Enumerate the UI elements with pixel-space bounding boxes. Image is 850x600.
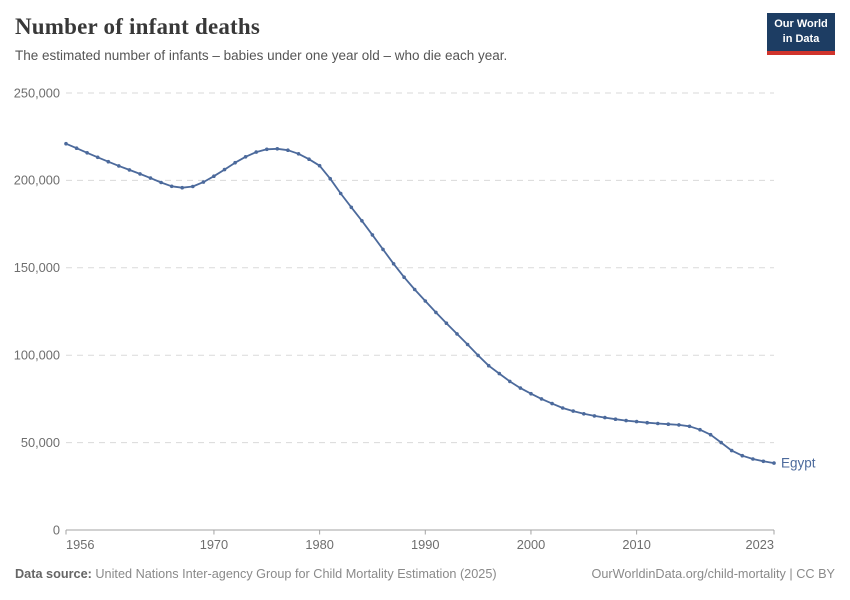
data-point[interactable] bbox=[412, 287, 417, 292]
x-tick-label: 2000 bbox=[517, 537, 545, 552]
data-point[interactable] bbox=[708, 432, 713, 437]
data-point[interactable] bbox=[582, 412, 586, 416]
data-point[interactable] bbox=[169, 184, 174, 189]
data-point[interactable] bbox=[476, 353, 480, 358]
data-point[interactable] bbox=[603, 415, 607, 420]
x-tick-label: 2010 bbox=[622, 537, 650, 552]
data-point[interactable] bbox=[677, 423, 681, 427]
data-point[interactable] bbox=[529, 391, 533, 396]
line-chart: 0 50,000 100,000 150,000 200,000 250,000 1956 1… bbox=[14, 85, 816, 552]
data-point[interactable] bbox=[117, 164, 121, 168]
data-point[interactable] bbox=[518, 386, 523, 390]
x-tick-label: 1980 bbox=[305, 537, 333, 552]
data-point[interactable] bbox=[634, 419, 639, 424]
data-point[interactable] bbox=[64, 141, 68, 146]
data-point[interactable] bbox=[560, 406, 565, 410]
owid-logo-line1: Our World bbox=[774, 18, 828, 30]
data-source-label: Data source: bbox=[15, 567, 92, 581]
data-point[interactable] bbox=[243, 155, 248, 159]
y-tick-label: 150,000 bbox=[14, 260, 60, 275]
x-tick-label: 1970 bbox=[200, 537, 228, 552]
data-point[interactable] bbox=[508, 379, 512, 384]
data-point[interactable] bbox=[444, 321, 449, 326]
y-tick-label: 50,000 bbox=[21, 435, 60, 450]
chart-footer: Data source: United Nations Inter-agency… bbox=[15, 567, 835, 581]
data-point[interactable] bbox=[127, 168, 132, 172]
data-source-text: United Nations Inter-agency Group for Ch… bbox=[95, 567, 497, 581]
data-point[interactable] bbox=[307, 157, 311, 161]
data-point[interactable] bbox=[138, 172, 142, 176]
data-point[interactable] bbox=[106, 159, 111, 164]
data-point[interactable] bbox=[402, 275, 406, 280]
data-point[interactable] bbox=[180, 185, 184, 190]
chart-header: Number of infant deaths The estimated nu… bbox=[15, 14, 740, 63]
data-point[interactable] bbox=[265, 147, 269, 152]
data-point[interactable] bbox=[212, 174, 216, 178]
data-point[interactable] bbox=[360, 219, 364, 223]
data-point[interactable] bbox=[222, 167, 227, 172]
data-point[interactable] bbox=[455, 332, 459, 336]
data-point[interactable] bbox=[592, 414, 597, 418]
chart-subtitle: The estimated number of infants – babies… bbox=[15, 48, 508, 63]
data-point[interactable] bbox=[772, 461, 776, 465]
data-point[interactable] bbox=[296, 152, 301, 156]
data-point[interactable] bbox=[328, 176, 333, 181]
data-point[interactable] bbox=[286, 148, 290, 152]
y-tick-label: 250,000 bbox=[14, 85, 60, 100]
data-point[interactable] bbox=[370, 233, 375, 237]
data-point[interactable] bbox=[465, 342, 470, 347]
data-point[interactable] bbox=[317, 163, 322, 168]
y-tick-label: 200,000 bbox=[14, 173, 60, 188]
y-tick-label: 0 bbox=[53, 522, 60, 537]
data-point[interactable] bbox=[85, 151, 89, 155]
x-tick-label: 1956 bbox=[66, 537, 94, 552]
data-point[interactable] bbox=[338, 191, 343, 196]
data-point[interactable] bbox=[148, 176, 153, 180]
license-link[interactable]: OurWorldinData.org/child-mortality | CC … bbox=[591, 567, 836, 581]
data-point[interactable] bbox=[486, 363, 491, 368]
data-point[interactable] bbox=[95, 155, 100, 160]
data-point[interactable] bbox=[571, 409, 575, 413]
data-point[interactable] bbox=[191, 184, 195, 189]
data-point[interactable] bbox=[687, 424, 692, 429]
data-point[interactable] bbox=[761, 459, 766, 464]
data-point[interactable] bbox=[698, 427, 702, 432]
data-point[interactable] bbox=[751, 457, 755, 461]
data-point[interactable] bbox=[275, 147, 280, 151]
data-point[interactable] bbox=[539, 397, 544, 401]
data-point[interactable] bbox=[645, 420, 649, 425]
data-point[interactable] bbox=[624, 418, 628, 423]
entity-label-egypt[interactable]: Egypt bbox=[781, 456, 816, 471]
data-point[interactable] bbox=[254, 150, 258, 154]
data-point[interactable] bbox=[550, 401, 554, 406]
data-point[interactable] bbox=[719, 440, 723, 445]
y-tick-label: 100,000 bbox=[14, 348, 60, 363]
data-point[interactable] bbox=[497, 371, 502, 376]
data-point[interactable] bbox=[729, 448, 734, 453]
data-source: Data source: United Nations Inter-agency… bbox=[15, 567, 497, 581]
x-tick-label: 1990 bbox=[411, 537, 439, 552]
data-point[interactable] bbox=[666, 422, 671, 427]
data-point[interactable] bbox=[740, 453, 745, 458]
owid-logo-line2: in Data bbox=[782, 32, 820, 45]
data-point[interactable] bbox=[391, 262, 396, 266]
series-line-egypt[interactable] bbox=[65, 142, 775, 464]
data-point[interactable] bbox=[381, 247, 385, 252]
data-point[interactable] bbox=[233, 160, 237, 165]
data-point[interactable] bbox=[201, 180, 206, 184]
data-point[interactable] bbox=[159, 180, 163, 185]
data-point[interactable] bbox=[434, 310, 438, 315]
data-point[interactable] bbox=[349, 205, 354, 210]
x-tick-label: 2023 bbox=[746, 537, 774, 552]
data-point[interactable] bbox=[74, 146, 79, 150]
page-title: Number of infant deaths bbox=[15, 14, 261, 39]
owid-logo: Our World in Data bbox=[767, 13, 835, 55]
data-point[interactable] bbox=[613, 417, 618, 422]
data-point[interactable] bbox=[423, 299, 428, 303]
data-point[interactable] bbox=[656, 421, 660, 426]
